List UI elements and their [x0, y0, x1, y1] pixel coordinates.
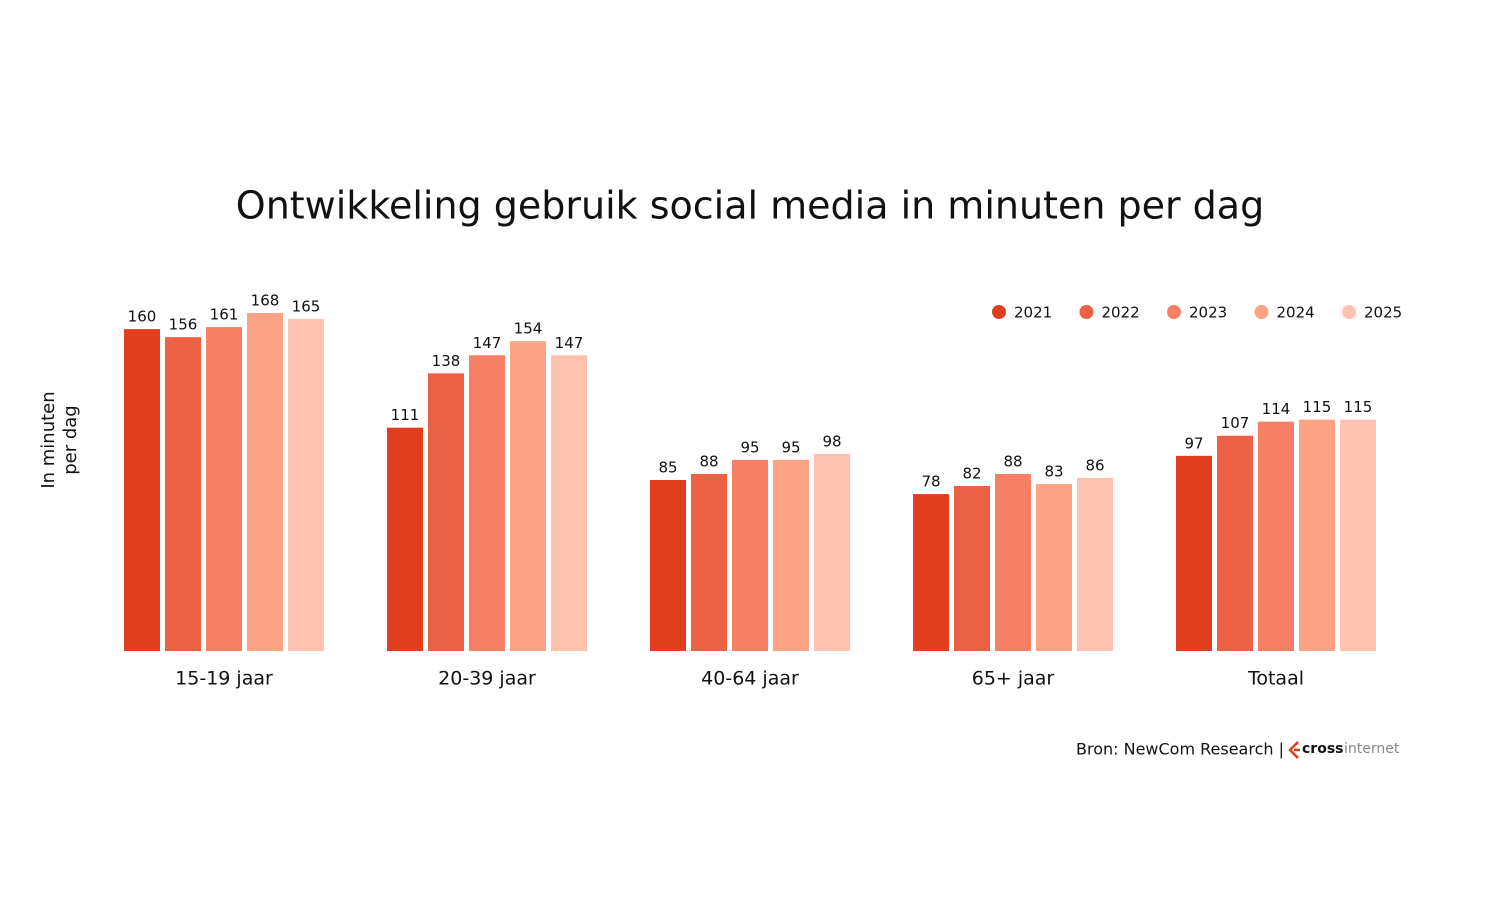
legend-label: 2021: [1014, 304, 1052, 322]
value-label: 156: [169, 316, 198, 334]
legend-label: 2025: [1364, 304, 1402, 322]
value-label: 85: [658, 458, 677, 476]
bar: [469, 355, 505, 651]
bar: [995, 473, 1031, 651]
value-label: 161: [210, 306, 239, 324]
bar: [913, 494, 949, 651]
logo-icon: [1288, 741, 1300, 759]
value-label: 165: [292, 298, 321, 316]
value-label: 86: [1085, 456, 1104, 474]
bar: [387, 427, 423, 651]
bar: [428, 373, 464, 651]
bar: [206, 327, 242, 651]
bar: [1258, 421, 1294, 651]
value-label: 97: [1184, 434, 1203, 452]
value-label: 147: [555, 334, 584, 352]
x-tick-label: 65+ jaar: [972, 668, 1055, 690]
value-label: 115: [1344, 398, 1373, 416]
bar: [732, 459, 768, 651]
logo-suffix: internet: [1344, 741, 1400, 757]
x-tick-label: 15-19 jaar: [175, 668, 273, 690]
value-label: 98: [822, 432, 841, 450]
value-label: 147: [473, 334, 502, 352]
source: Bron: NewCom Research |: [1076, 740, 1284, 759]
logo-brand: cross: [1302, 741, 1344, 757]
value-label: 114: [1262, 400, 1291, 418]
value-label: 88: [699, 452, 718, 470]
value-label: 95: [740, 438, 759, 456]
bar: [1217, 435, 1253, 651]
bar: [510, 341, 546, 651]
bar: [1299, 419, 1335, 651]
value-label: 95: [781, 438, 800, 456]
value-label: 78: [921, 473, 940, 491]
legend-label: 2024: [1277, 304, 1315, 322]
legend-swatch: [1079, 305, 1094, 319]
bar: [551, 355, 587, 651]
legend-swatch: [1167, 305, 1181, 319]
value-label: 83: [1044, 463, 1063, 481]
bar: [954, 486, 990, 651]
value-label: 88: [1003, 452, 1022, 470]
bar: [288, 319, 324, 651]
value-label: 107: [1221, 414, 1250, 432]
bar: [814, 453, 850, 651]
bar: [1340, 419, 1376, 651]
value-label: 168: [251, 292, 280, 310]
y-axis-label: In minuten per dag: [38, 391, 81, 489]
value-label: 138: [432, 352, 461, 370]
legend-swatch: [1342, 305, 1356, 319]
chart-title: Ontwikkeling gebruik social media in min…: [236, 184, 1264, 228]
bar: [124, 329, 160, 651]
bar: [1036, 484, 1072, 651]
value-label: 82: [962, 465, 981, 483]
bar: [1077, 477, 1113, 651]
bar: [691, 473, 727, 651]
legend-label: 2023: [1189, 304, 1227, 322]
legend-swatch: [1254, 305, 1269, 319]
x-tick-label: 20-39 jaar: [438, 668, 536, 690]
bar: [1176, 455, 1212, 651]
bar: [650, 479, 686, 651]
value-label: 154: [514, 320, 543, 338]
x-tick-label: 40-64 jaar: [701, 668, 799, 690]
bar: [773, 459, 809, 651]
bar: [247, 313, 283, 651]
x-tick-label: Totaal: [1247, 668, 1304, 690]
value-label: 115: [1303, 398, 1332, 416]
value-label: 111: [391, 406, 420, 424]
bar: [165, 337, 201, 651]
legend-label: 2022: [1102, 304, 1140, 322]
value-label: 160: [128, 308, 157, 326]
legend-swatch: [992, 305, 1006, 319]
